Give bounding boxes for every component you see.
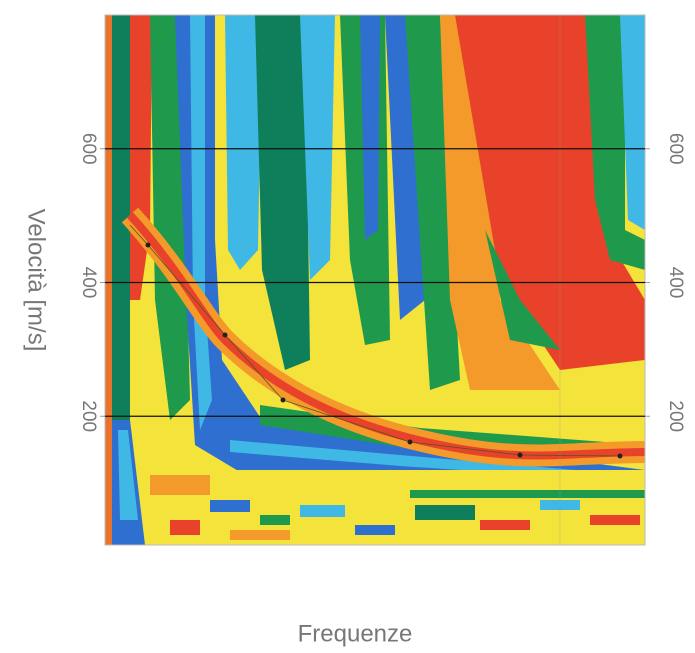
y-axis-label: Velocità [m/s] xyxy=(23,209,50,352)
x-axis-label: Frequenze xyxy=(298,620,413,647)
heatmap-image xyxy=(105,15,645,545)
y2-tick-label: 400 xyxy=(665,267,686,299)
y2-tick-label: 200 xyxy=(665,400,686,432)
y2-tick-label: 600 xyxy=(665,133,686,165)
chart: Velocità [m/s] Frequenze 200 200 400 400 600… xyxy=(0,0,695,653)
y-tick-label: 200 xyxy=(78,400,99,432)
y-tick-label: 600 xyxy=(78,133,99,165)
y-tick-label: 400 xyxy=(78,267,99,299)
